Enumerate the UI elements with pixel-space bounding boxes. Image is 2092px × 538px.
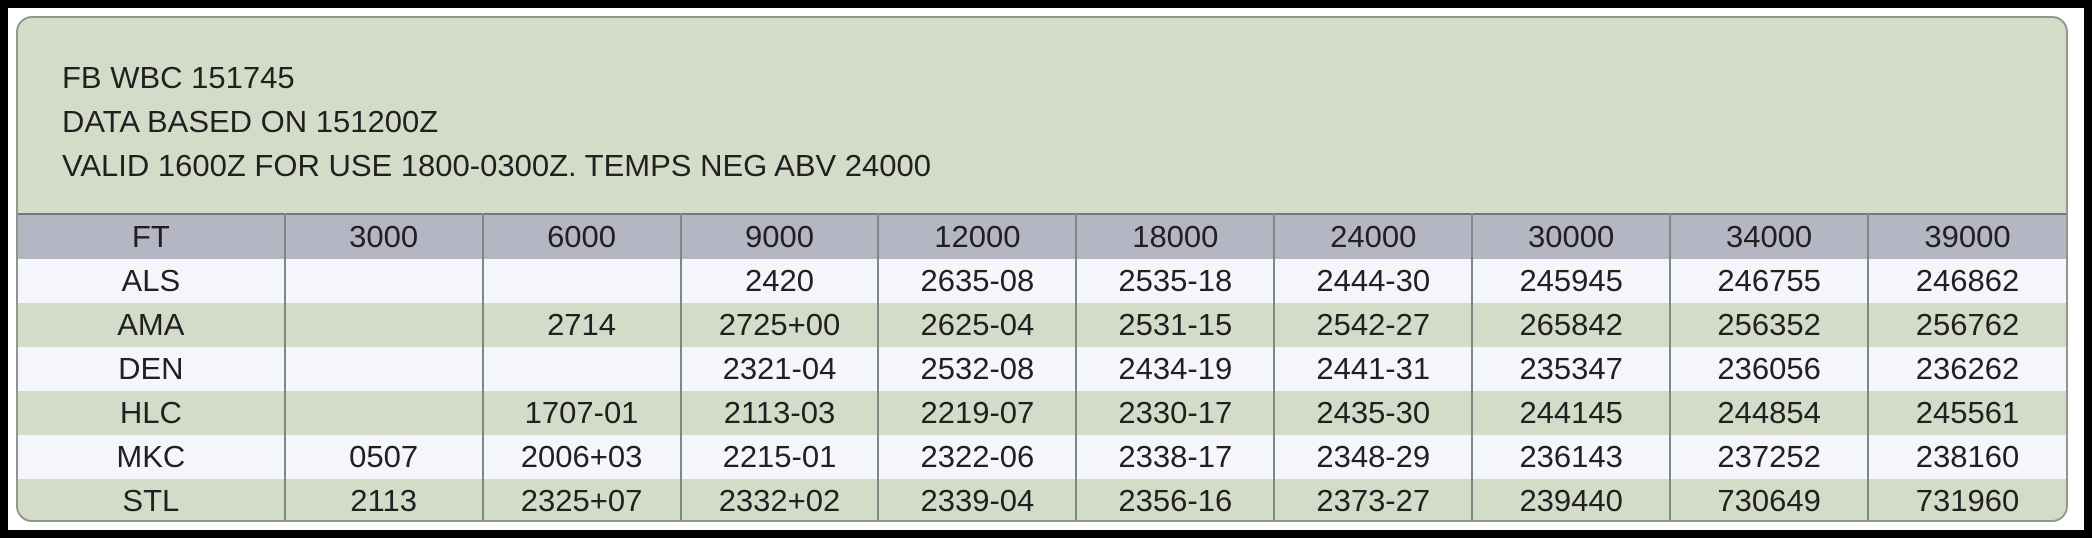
- table-cell: 2625-04: [877, 303, 1077, 347]
- table-row: HLC 1707-01 2113-03 2219-07 2330-17 2435…: [18, 391, 2066, 435]
- table-cell: 2532-08: [877, 347, 1077, 391]
- column-header: FT: [131, 219, 170, 254]
- table-cell: 2531-15: [1075, 303, 1275, 347]
- winds-aloft-forecast-panel: FB WBC 151745 DATA BASED ON 151200Z VALI…: [16, 16, 2068, 522]
- table-cell: 2725+00: [679, 303, 879, 347]
- table-cell: 2435-30: [1273, 391, 1473, 435]
- station-cell: STL: [122, 483, 180, 518]
- table-cell: 238160: [1867, 435, 2066, 479]
- table-row: DEN 2321-04 2532-08 2434-19 2441-31 2353…: [18, 347, 2066, 391]
- table-cell: [283, 303, 483, 347]
- header-line-issuance: FB WBC 151745: [62, 60, 295, 95]
- table-cell: [283, 347, 483, 391]
- table-cell: [283, 391, 483, 435]
- table-cell: 2113: [283, 479, 483, 520]
- table-cell: 2420: [679, 259, 879, 303]
- column-header: 30000: [1471, 214, 1671, 259]
- table-cell: [283, 259, 483, 303]
- table-cell: 245945: [1471, 259, 1671, 303]
- column-header: 9000: [679, 214, 879, 259]
- column-header: 12000: [877, 214, 1077, 259]
- header-line-data-basis: DATA BASED ON 151200Z: [62, 104, 439, 139]
- forecast-header: FB WBC 151745 DATA BASED ON 151200Z VALI…: [62, 56, 931, 188]
- table-row: ALS 2420 2635-08 2535-18 2444-30 245945 …: [18, 259, 2066, 303]
- table-cell: 2542-27: [1273, 303, 1473, 347]
- winds-aloft-table: FT 3000 6000 9000 12000 18000 24000 3000…: [18, 213, 2066, 520]
- table-cell: 2332+02: [679, 479, 879, 520]
- table-cell: 2006+03: [481, 435, 681, 479]
- table-cell: 730649: [1669, 479, 1869, 520]
- table-cell: 2373-27: [1273, 479, 1473, 520]
- table-cell: 2714: [481, 303, 681, 347]
- header-line-validity: VALID 1600Z FOR USE 1800-0300Z. TEMPS NE…: [62, 148, 931, 183]
- table-cell: 265842: [1471, 303, 1671, 347]
- table-header-row: FT 3000 6000 9000 12000 18000 24000 3000…: [18, 214, 2066, 259]
- column-header: 24000: [1273, 214, 1473, 259]
- table-cell: 2339-04: [877, 479, 1077, 520]
- table-cell: 2322-06: [877, 435, 1077, 479]
- table-cell: 2219-07: [877, 391, 1077, 435]
- table-cell: 2635-08: [877, 259, 1077, 303]
- table-row: MKC 0507 2006+03 2215-01 2322-06 2338-17…: [18, 435, 2066, 479]
- table-cell: 2113-03: [679, 391, 879, 435]
- table-cell: 731960: [1867, 479, 2066, 520]
- table-cell: 236143: [1471, 435, 1671, 479]
- table-cell: 2356-16: [1075, 479, 1275, 520]
- table-cell: 2321-04: [679, 347, 879, 391]
- table-cell: 2535-18: [1075, 259, 1275, 303]
- table-cell: [481, 347, 681, 391]
- column-header: 39000: [1867, 214, 2066, 259]
- table-cell: 0507: [283, 435, 483, 479]
- table-cell: 246755: [1669, 259, 1869, 303]
- table-cell: 2434-19: [1075, 347, 1275, 391]
- table-cell: 235347: [1471, 347, 1671, 391]
- table-cell: [481, 259, 681, 303]
- table-cell: 244145: [1471, 391, 1671, 435]
- table-cell: 256762: [1867, 303, 2066, 347]
- table-cell: 239440: [1471, 479, 1671, 520]
- table-cell: 244854: [1669, 391, 1869, 435]
- table-cell: 246862: [1867, 259, 2066, 303]
- station-cell: AMA: [117, 307, 185, 342]
- table-cell: 2444-30: [1273, 259, 1473, 303]
- table-cell: 2215-01: [679, 435, 879, 479]
- table-cell: 236056: [1669, 347, 1869, 391]
- table-cell: 236262: [1867, 347, 2066, 391]
- station-cell: HLC: [119, 395, 182, 430]
- column-header: 34000: [1669, 214, 1869, 259]
- table-cell: 2348-29: [1273, 435, 1473, 479]
- table-cell: 245561: [1867, 391, 2066, 435]
- document-frame: FB WBC 151745 DATA BASED ON 151200Z VALI…: [8, 8, 2084, 530]
- table-cell: 2338-17: [1075, 435, 1275, 479]
- table-cell: 237252: [1669, 435, 1869, 479]
- column-header: 6000: [481, 214, 681, 259]
- table-row: AMA 2714 2725+00 2625-04 2531-15 2542-27…: [18, 303, 2066, 347]
- table-cell: 2441-31: [1273, 347, 1473, 391]
- column-header: 18000: [1075, 214, 1275, 259]
- station-cell: ALS: [121, 263, 181, 298]
- column-header: 3000: [283, 214, 483, 259]
- table-cell: 1707-01: [481, 391, 681, 435]
- table-row: STL 2113 2325+07 2332+02 2339-04 2356-16…: [18, 479, 2066, 520]
- table-cell: 2330-17: [1075, 391, 1275, 435]
- station-cell: DEN: [118, 351, 184, 386]
- table-cell: 256352: [1669, 303, 1869, 347]
- table-cell: 2325+07: [481, 479, 681, 520]
- station-cell: MKC: [116, 439, 186, 474]
